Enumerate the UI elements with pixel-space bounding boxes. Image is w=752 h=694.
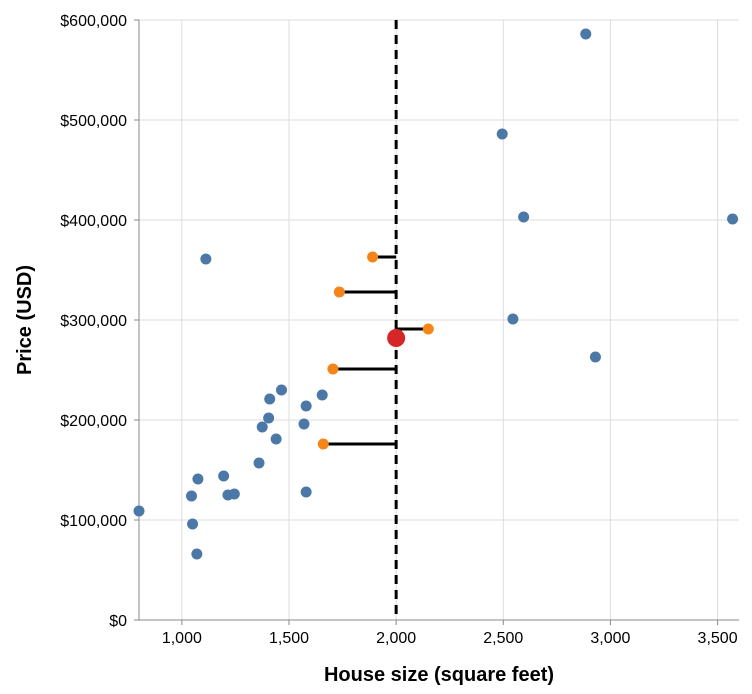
house-point [133,505,145,517]
house-point [228,488,240,500]
house-point [263,412,275,424]
y-tick-label: $200,000 [60,413,127,430]
house-point [300,486,312,498]
y-axis-title: Price (USD) [14,265,36,375]
house-point [727,213,739,225]
house-point [192,473,204,485]
y-tick-label: $300,000 [60,313,127,330]
x-tick-label: 1,000 [162,630,202,647]
y-tick-label: $600,000 [60,13,127,30]
data-points [133,28,739,560]
x-axis-title: House size (square feet) [324,664,554,686]
house-point [187,518,199,530]
house-point [300,400,312,412]
house-point [507,313,519,325]
house-point [316,389,328,401]
house-point [496,128,508,140]
axes: 1,000 1,500 2,000 2,500 3,000 3,500 $0 $100,000… [60,13,739,647]
y-tick-label: $500,000 [60,113,127,130]
y-tick-label: $0 [109,613,127,630]
x-tick-label: 3,500 [698,630,738,647]
query-point [387,329,406,347]
y-tick-label: $400,000 [60,213,127,230]
x-tick-label: 1,500 [269,630,309,647]
nearest-neighbor-point [317,438,329,450]
house-point [518,211,530,223]
house-point [589,351,601,363]
house-point [276,384,287,396]
house-point [298,418,310,430]
house-point [191,548,203,560]
nearest-neighbor-point [333,286,345,298]
house-point [218,470,230,482]
house-point [200,253,212,265]
house-point [186,490,197,502]
house-point [270,433,282,445]
house-point [253,457,265,469]
x-tick-label: 2,500 [483,630,523,647]
nearest-neighbor-point [327,363,339,375]
house-point [580,28,592,40]
nearest-neighbor-point [367,251,379,263]
nearest-neighbor-point [422,323,434,335]
grid [139,19,739,621]
x-tick-label: 2,000 [376,630,416,647]
x-tick-label: 3,000 [590,630,630,647]
y-tick-label: $100,000 [60,513,127,530]
house-point [264,393,276,405]
nearest-neighbor-connectors [323,255,429,446]
house-point [256,421,268,433]
